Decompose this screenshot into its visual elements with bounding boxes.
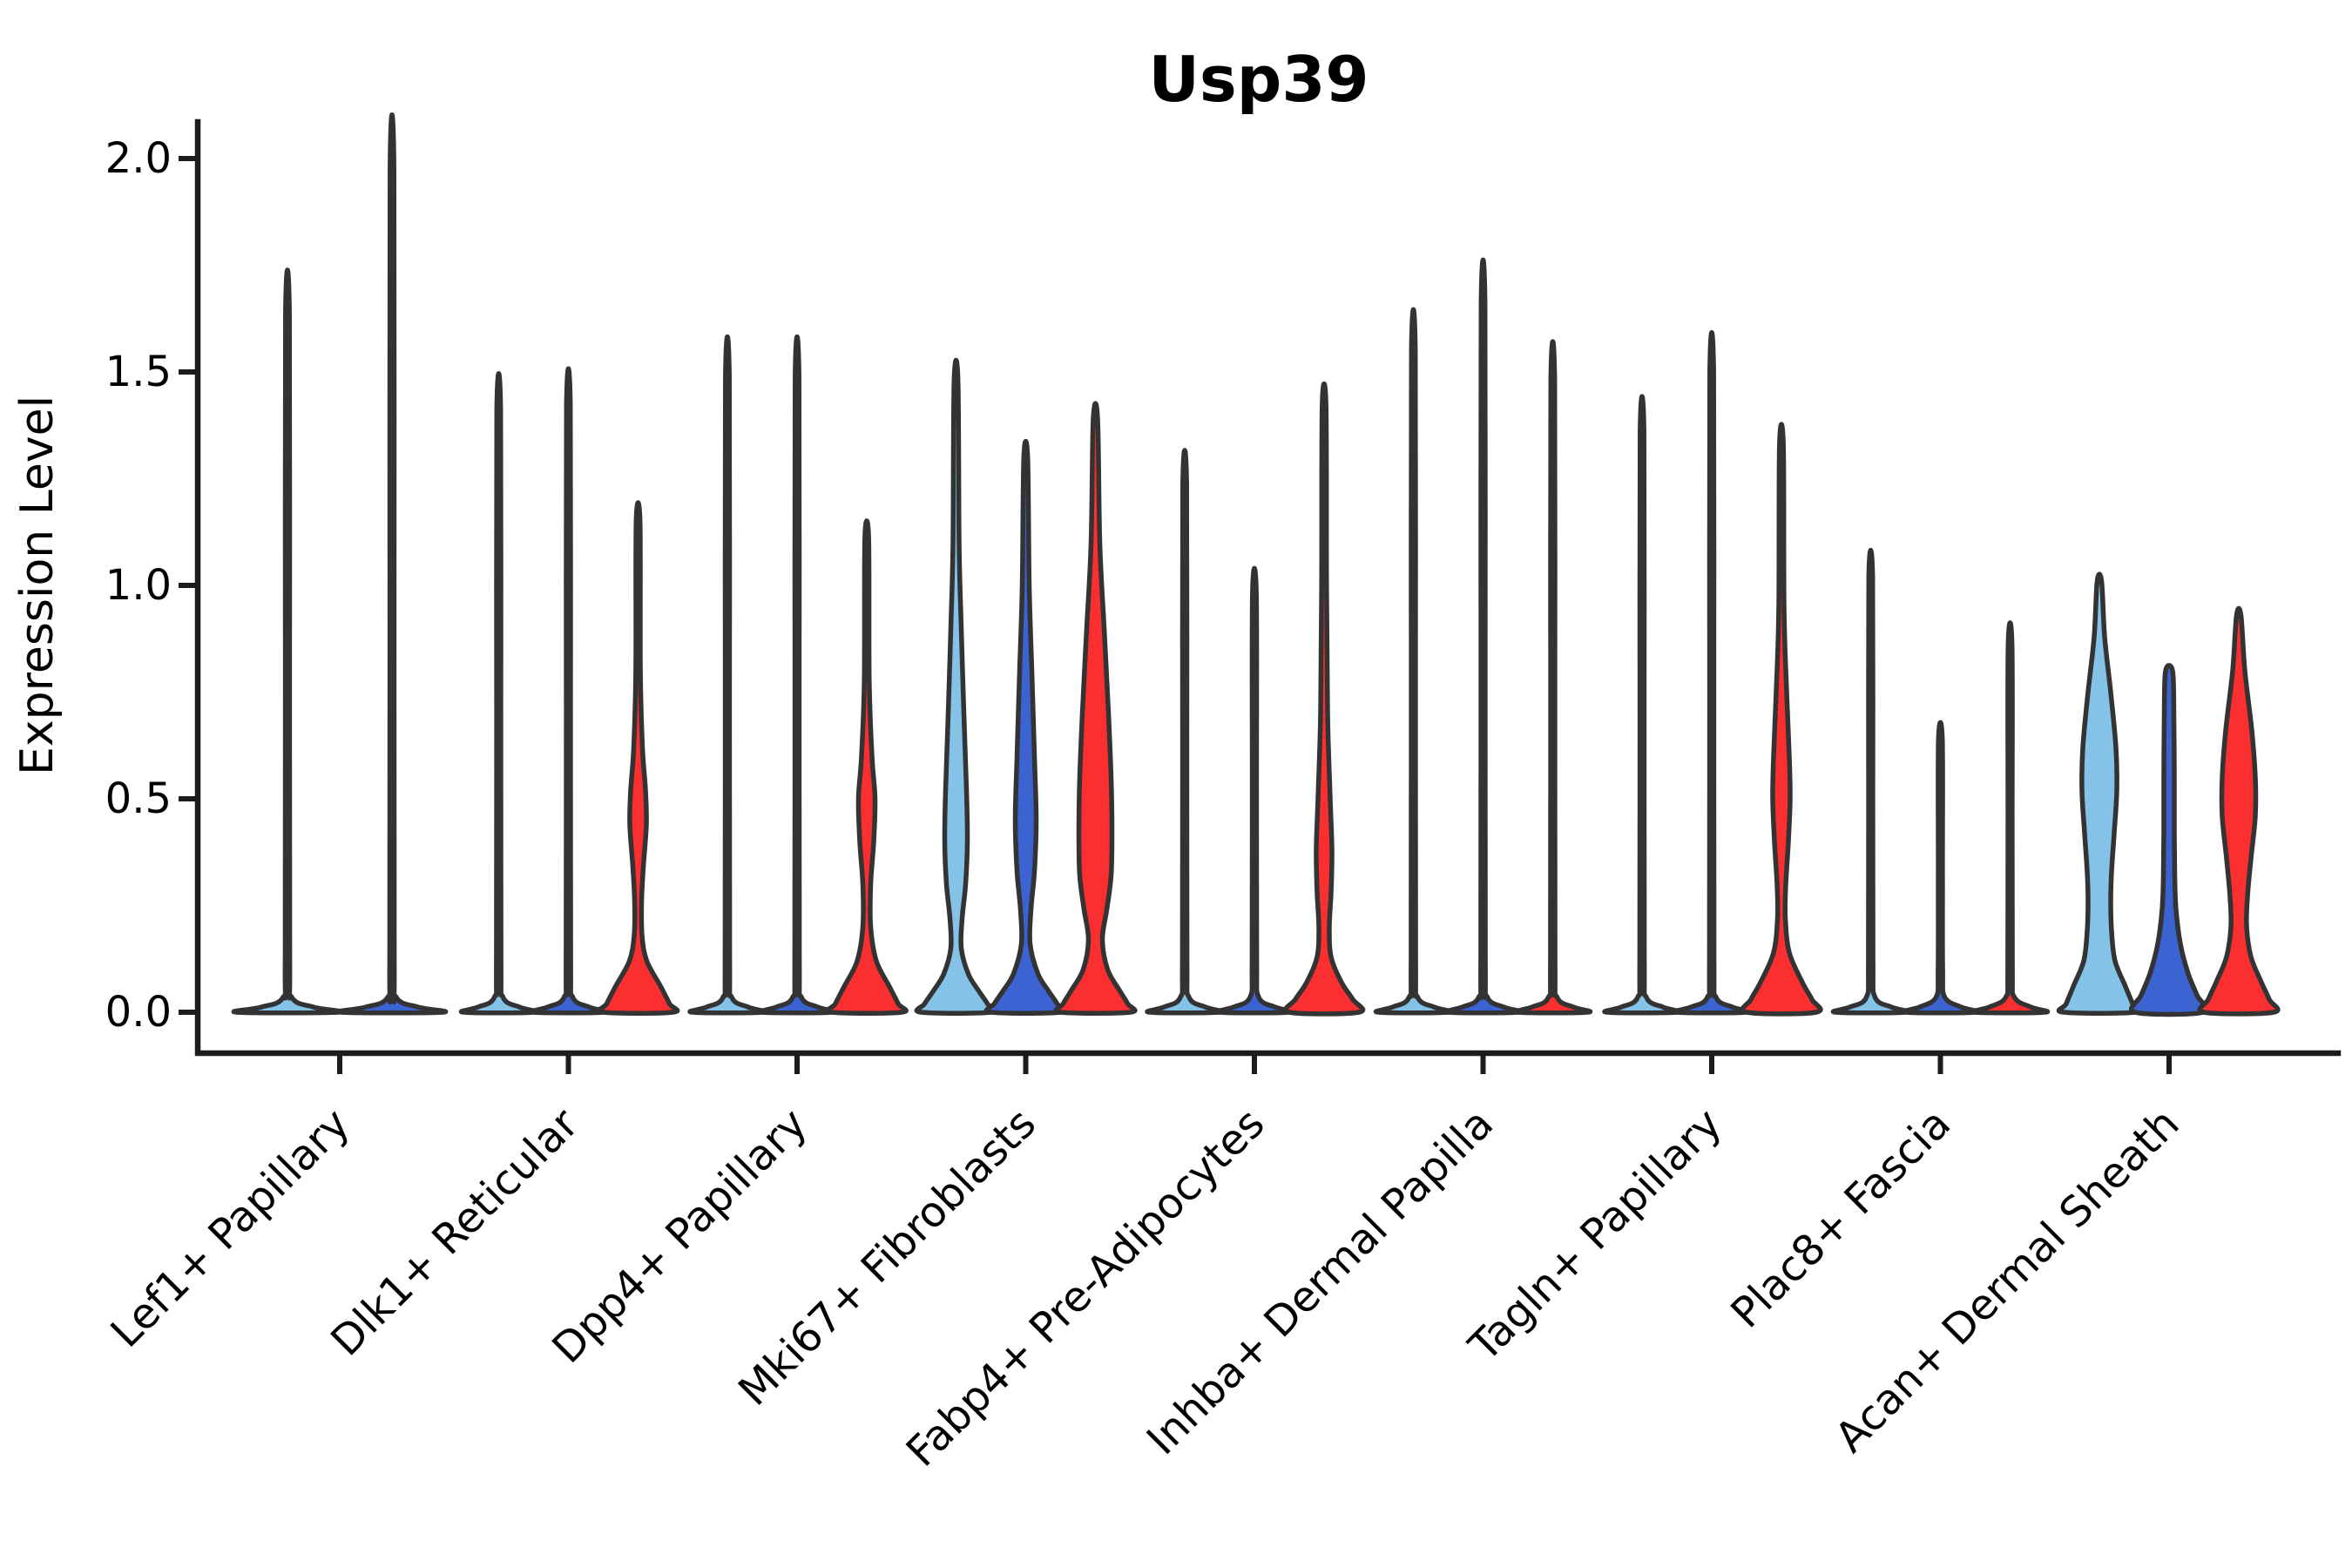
violin-5-red [1282,382,1366,1017]
y-tick-label: 2.0 [105,134,172,183]
y-tick-label: 1.0 [105,561,172,610]
violin-4-blue [983,438,1068,1016]
violin-8-red [1970,620,2051,1016]
y-tick-label: 1.5 [105,348,172,396]
violin-1-skyblue [231,267,344,1016]
x-tick-label: Tagln+ Papillary [1459,1099,1731,1371]
y-axis-label: Expression Level [11,395,64,775]
violin-8-blue [1900,720,1981,1016]
violin-group-3 [687,334,909,1016]
violin-7-blue [1672,329,1752,1016]
x-tick-label: Dlk1+ Reticular [321,1099,588,1366]
violin-group-9 [2056,571,2281,1017]
violin-group-7 [1602,329,1823,1017]
violin-2-blue [528,366,609,1016]
violin-7-red [1740,422,1823,1017]
violin-9-blue [2128,663,2210,1017]
violin-group-1 [231,112,449,1016]
violin-6-blue [1443,257,1524,1016]
violin-group-4 [914,358,1138,1016]
y-tick-label: 0.5 [105,774,172,823]
y-tick-label: 0.0 [105,988,172,1037]
violin-group-8 [1830,547,2051,1016]
violin-9-red [2197,605,2281,1017]
axis-spines [194,118,2342,1057]
violin-4-red [1053,401,1138,1016]
violin-group-5 [1145,382,1366,1017]
x-tick-label: Plac8+ Fascia [1721,1099,1960,1338]
violin-3-blue [757,334,837,1016]
violin-6-red [1512,339,1593,1016]
violin-4-skyblue [914,358,998,1016]
x-tick-label: Dpp4+ Papillary [543,1099,816,1373]
violin-1-blue [335,112,449,1016]
violin-3-skyblue [687,334,767,1016]
x-tick-label: Lef1+ Papillary [102,1099,360,1357]
violin-2-red [596,500,680,1016]
violin-5-skyblue [1145,448,1225,1016]
violin-5-blue [1214,565,1294,1016]
violin-group-6 [1373,257,1593,1016]
violin-6-skyblue [1373,307,1454,1016]
violin-group-2 [458,366,680,1016]
violin-9-skyblue [2056,571,2143,1016]
chart-title: Usp39 [1148,43,1369,116]
violin-3-red [825,518,909,1016]
violin-8-skyblue [1830,547,1911,1016]
violin-7-skyblue [1602,394,1682,1016]
violins [231,112,2281,1017]
violin-2-skyblue [458,371,539,1016]
